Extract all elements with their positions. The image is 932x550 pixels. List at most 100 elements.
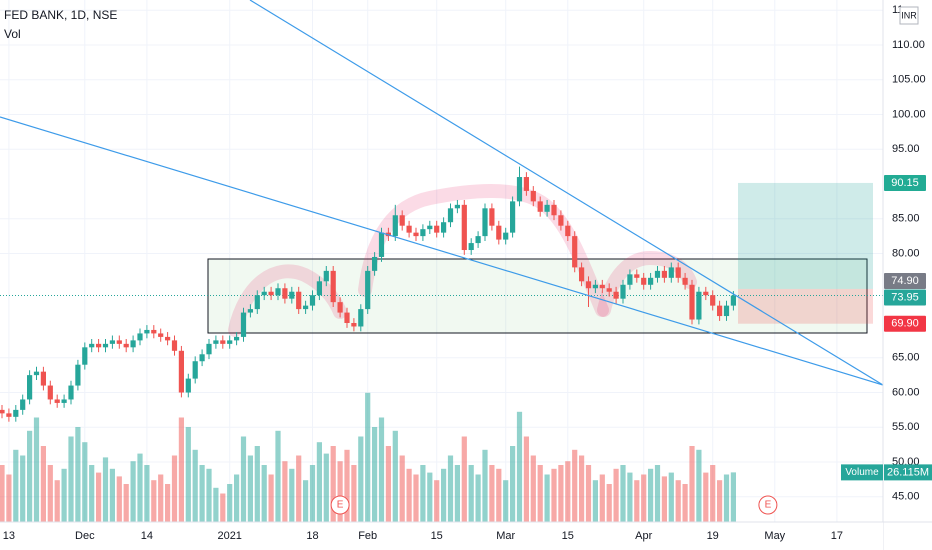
volume-bar — [641, 474, 647, 522]
volume-title: Vol — [4, 27, 21, 41]
volume-bar — [261, 465, 267, 522]
volume-bar — [40, 446, 46, 522]
x-tick-label: Dec — [75, 530, 95, 542]
x-tick-label: 15 — [431, 530, 443, 542]
candle-body — [20, 399, 26, 410]
candle-body — [358, 309, 364, 327]
candle-body — [27, 375, 33, 400]
volume-bar — [61, 468, 67, 522]
candle-body — [585, 281, 592, 289]
y-tick-label: 85.00 — [892, 213, 920, 225]
candle-body — [54, 399, 60, 403]
volume-bar — [344, 449, 350, 522]
candle-body — [572, 236, 578, 268]
candle-body — [668, 267, 674, 278]
volume-value: 26.115M — [887, 466, 929, 478]
volume-bar — [592, 480, 598, 522]
volume-bar — [606, 484, 612, 522]
volume-bar — [309, 465, 316, 522]
volume-bar — [82, 442, 88, 522]
volume-bar — [178, 417, 184, 522]
candle-body — [289, 291, 295, 299]
candle-body — [399, 215, 405, 226]
volume-bar — [468, 465, 474, 522]
volume-legend: Volume — [845, 467, 879, 478]
x-tick-label: Feb — [358, 530, 377, 542]
volume-bar — [420, 465, 426, 522]
candle-body — [592, 284, 598, 289]
volume-bar — [551, 468, 557, 522]
volume-bar — [675, 480, 681, 522]
candle-body — [551, 204, 557, 216]
candle-body — [199, 354, 205, 362]
volume-bar — [316, 442, 322, 522]
candle-body — [0, 409, 5, 414]
candle-body — [40, 371, 46, 386]
volume-bar — [703, 472, 709, 522]
volume-bar — [137, 453, 143, 522]
x-tick-label: 17 — [831, 530, 843, 542]
volume-bar — [730, 472, 736, 522]
volume-bar — [627, 472, 633, 522]
volume-bar — [68, 436, 74, 522]
volume-bar — [144, 465, 150, 522]
volume-bar — [620, 465, 626, 522]
volume-bar — [33, 417, 40, 522]
volume-bar — [282, 461, 288, 522]
last-price-label-box — [884, 289, 926, 306]
volume-bar — [192, 449, 198, 522]
candle-body — [316, 281, 322, 296]
candle-body — [158, 333, 164, 337]
candle-body — [227, 340, 233, 344]
volume-bar — [461, 436, 467, 522]
candle-body — [579, 267, 585, 282]
candle-body — [627, 274, 633, 285]
volume-pane — [0, 392, 736, 522]
volume-bar — [503, 480, 509, 522]
earnings-label: E — [765, 500, 772, 511]
volume-bar — [54, 480, 60, 522]
candle-body — [703, 291, 709, 296]
volume-bar — [89, 465, 95, 522]
volume-bar — [585, 465, 592, 522]
volume-bar — [47, 465, 53, 522]
chart-title: FED BANK, 1D, NSE — [4, 8, 117, 22]
candle-body — [151, 329, 157, 334]
candle-body — [68, 385, 74, 400]
volume-bar — [6, 474, 12, 522]
candle-body — [89, 343, 95, 348]
candle-body — [634, 274, 640, 278]
volume-bar — [496, 468, 502, 522]
volume-bar — [75, 427, 81, 522]
volume-bar — [530, 455, 536, 522]
volume-bar — [523, 436, 529, 522]
stop-zone — [738, 288, 873, 324]
volume-bar — [717, 480, 723, 522]
candle-body — [496, 225, 502, 240]
y-tick-label: 11 — [892, 4, 903, 16]
volume-bar — [13, 449, 19, 522]
candle-body — [75, 364, 81, 386]
volume-bar — [358, 436, 364, 522]
candle-body — [6, 413, 12, 417]
currency-box[interactable] — [899, 6, 919, 25]
volume-bar — [544, 474, 550, 522]
volume-bar — [696, 449, 702, 522]
candle-body — [13, 409, 19, 417]
volume-bar — [613, 468, 619, 522]
candle-body — [613, 291, 619, 299]
volume-bar — [537, 465, 543, 522]
entry-label-box — [884, 272, 926, 289]
axes: 11 110.00 105.00 100.00 95.00 85.00 80.00 65.00… — [3, 4, 932, 542]
x-tick-label: 15 — [562, 530, 574, 542]
entry-label: 74.90 — [891, 275, 919, 287]
volume-bar — [199, 465, 205, 522]
candle-body — [620, 284, 626, 299]
volume-bar — [303, 480, 309, 522]
volume-bar — [454, 465, 460, 522]
x-tick-label: Apr — [635, 530, 652, 542]
right-shoulder — [597, 250, 697, 317]
candles — [0, 166, 736, 422]
volume-bar — [565, 461, 571, 522]
candle-body — [323, 270, 329, 282]
